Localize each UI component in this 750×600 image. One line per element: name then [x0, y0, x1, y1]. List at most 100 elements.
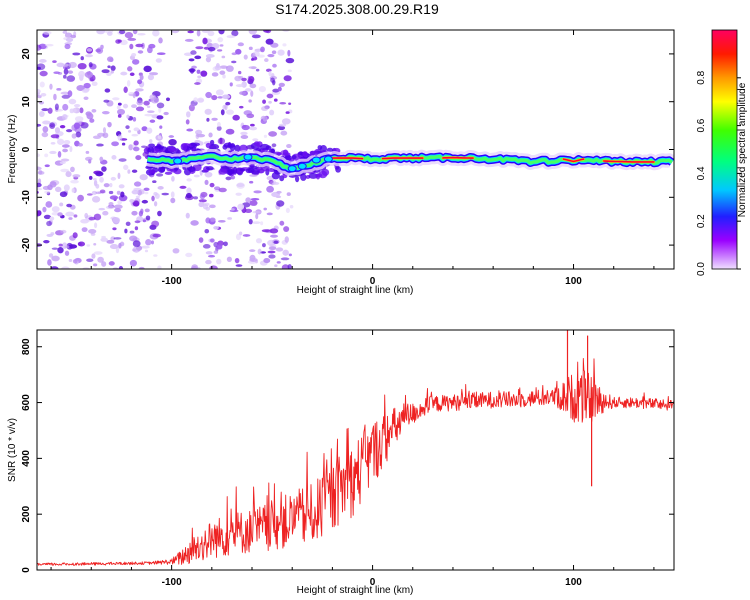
spectrogram-noise-point: [151, 195, 155, 202]
spectrogram-noise-point: [65, 37, 74, 42]
spectrogram-noise-point: [250, 90, 254, 97]
spectrogram-noise-point: [276, 190, 282, 194]
spectrogram-noise-point: [56, 62, 65, 68]
snr-ytick-label: 800: [21, 338, 32, 355]
spectrogram-ytick-label: 0: [21, 146, 32, 152]
spectrogram-noise-point: [114, 208, 122, 213]
spectrogram-noise-point: [221, 94, 231, 100]
spectrogram-noise-point: [209, 265, 218, 269]
snr-panel: -100 0 100 0 200 400 600 800 Height of straight…: [7, 329, 675, 596]
spectrogram-noise-point: [37, 210, 42, 217]
spectrogram-noise-point: [49, 122, 56, 129]
spectrogram-noise-point: [271, 143, 277, 148]
spectrogram-noise-point: [146, 105, 151, 109]
spectrogram-noise-point: [156, 173, 164, 177]
spectrogram-noise-point: [49, 150, 57, 155]
spectrogram-noise-point: [163, 111, 169, 116]
spectrogram-noise-point: [187, 30, 194, 34]
spectrogram-noise-point: [117, 39, 122, 43]
spectrogram-noise-point: [195, 46, 204, 50]
spectrogram-noise-point: [88, 229, 97, 234]
spectrogram-band-point: [180, 143, 188, 151]
spectrogram-noise-point: [235, 192, 242, 196]
spectrogram-band-point: [282, 149, 289, 156]
spectrogram-band-point: [205, 166, 214, 171]
spectrogram-noise-point: [168, 138, 177, 146]
spectrogram-noise-point: [111, 154, 117, 160]
spectrogram-noise-point: [205, 54, 215, 58]
spectrogram-noise-point: [118, 266, 124, 269]
spectrogram-noise-point: [253, 190, 262, 194]
spectrogram-noise-point: [151, 220, 160, 228]
spectrogram-band-point: [300, 173, 307, 181]
spectrogram-band-point: [190, 142, 201, 147]
spectrogram-noise-point: [50, 141, 56, 145]
spectrogram-noise-point: [170, 197, 176, 204]
spectrogram-noise-point: [148, 43, 156, 49]
snr-axes: -100 0 100 0 200 400 600 800: [21, 330, 674, 588]
colorbar-label: Normalized spectral amplitude: [737, 82, 748, 217]
spectrogram-band-point: [188, 166, 196, 172]
spectrogram-noise-point: [261, 229, 271, 233]
spectrogram-noise-point: [110, 176, 117, 181]
snr-ytick-label: 200: [21, 505, 32, 522]
spectrogram-band-point: [315, 173, 321, 180]
spectrogram-noise-point: [112, 97, 120, 101]
spectrogram-band-point: [225, 168, 235, 175]
spectrogram-noise-point: [283, 226, 290, 232]
spectrogram-noise-point: [128, 130, 132, 133]
spectrogram-noise-point: [219, 137, 223, 144]
spectrogram-noise-point: [60, 158, 70, 162]
spectrogram-noise-point: [138, 189, 145, 195]
spectrogram-noise-point: [44, 153, 49, 158]
snr-ylabel: SNR (10 * v/v): [7, 418, 18, 482]
spectrogram-noise-point: [159, 125, 163, 129]
spectrogram-noise-point: [248, 66, 257, 69]
spectrogram-noise-point: [252, 210, 262, 214]
spectrogram-band-point: [317, 145, 323, 151]
spectrogram-noise-point: [252, 221, 261, 225]
spectrogram-noise-point: [215, 89, 224, 96]
spectrogram-noise-point: [139, 74, 144, 81]
spectrogram-noise-point: [190, 220, 199, 226]
spectrogram-noise-point: [124, 32, 134, 39]
spectrogram-noise-point: [84, 212, 89, 219]
spectrogram-noise-point: [91, 108, 97, 113]
spectrogram-noise-point: [225, 109, 234, 115]
spectrogram-ytick-label: 10: [21, 96, 32, 108]
spectrogram-band-point: [229, 142, 236, 151]
spectrogram-noise-point: [108, 202, 114, 206]
spectrogram-noise-point: [68, 258, 73, 263]
spectrogram-noise-point: [186, 128, 194, 132]
spectrogram-noise-point: [51, 255, 60, 262]
spectrogram-noise-point: [99, 189, 106, 194]
spectrogram-noise-point: [268, 254, 276, 259]
spectrogram-noise-point: [54, 103, 59, 111]
spectrogram-noise-point: [89, 118, 95, 123]
spectrogram-noise-point: [106, 72, 112, 77]
chart-title: S174.2025.308.00.29.R19: [275, 1, 439, 17]
spectrogram-noise-point: [79, 107, 84, 114]
spectrogram-noise-point: [248, 99, 252, 103]
spectrogram-noise-point: [185, 111, 191, 118]
spectrogram-noise-point: [265, 38, 274, 45]
spectrogram-noise-point: [83, 82, 91, 89]
spectrogram-noise-point: [63, 140, 71, 145]
spectrogram-noise-point: [67, 70, 74, 74]
spectrogram-noise-point: [250, 58, 255, 61]
spectrogram-noise-point: [193, 196, 198, 200]
spectrogram-noise-point: [144, 249, 149, 253]
spectrogram-noise-point: [207, 254, 216, 258]
spectrogram-noise-point: [248, 46, 253, 51]
ridge-core: [602, 160, 655, 163]
spectrogram-noise-point: [211, 117, 218, 121]
spectrogram-noise-point: [85, 150, 90, 154]
spectrogram-noise-point: [262, 243, 266, 248]
spectrogram-noise-point: [204, 171, 213, 178]
spectrogram-noise-point: [73, 122, 81, 130]
spectrogram-noise-point: [102, 127, 107, 134]
snr-ytick-label: 0: [21, 567, 32, 573]
ridge-core: [381, 157, 424, 160]
spectrogram-noise-point: [218, 30, 225, 35]
